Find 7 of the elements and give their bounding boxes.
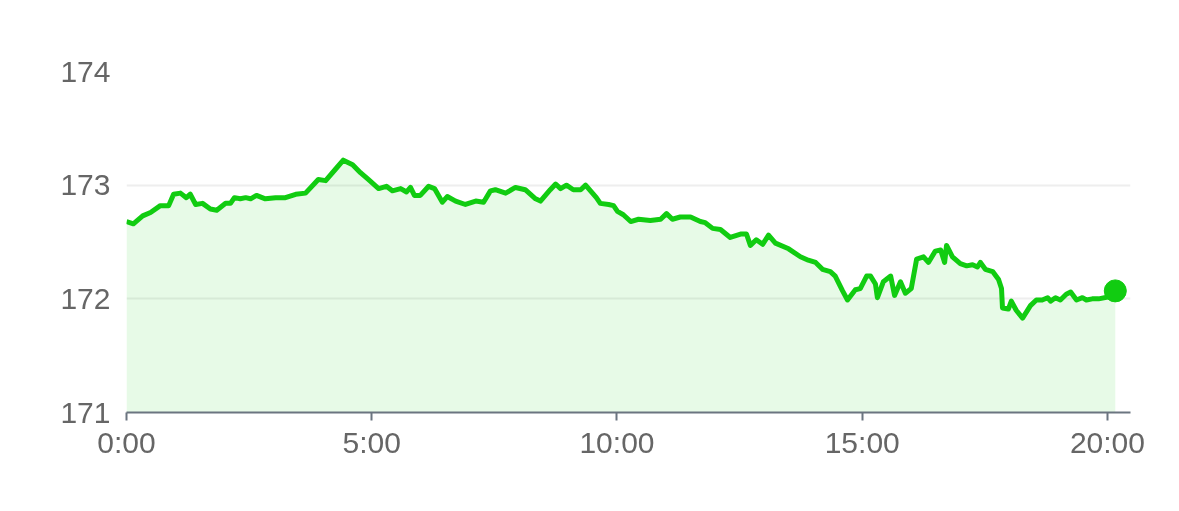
- y-tick-label: 173: [60, 168, 111, 202]
- x-tick-label: 20:00: [1069, 425, 1145, 459]
- x-tick-label: 5:00: [342, 425, 401, 459]
- y-tick-label: 172: [60, 281, 111, 315]
- x-tick-label: 15:00: [824, 425, 900, 459]
- x-tick-label: 10:00: [579, 425, 655, 459]
- y-tick-label: 174: [60, 54, 111, 88]
